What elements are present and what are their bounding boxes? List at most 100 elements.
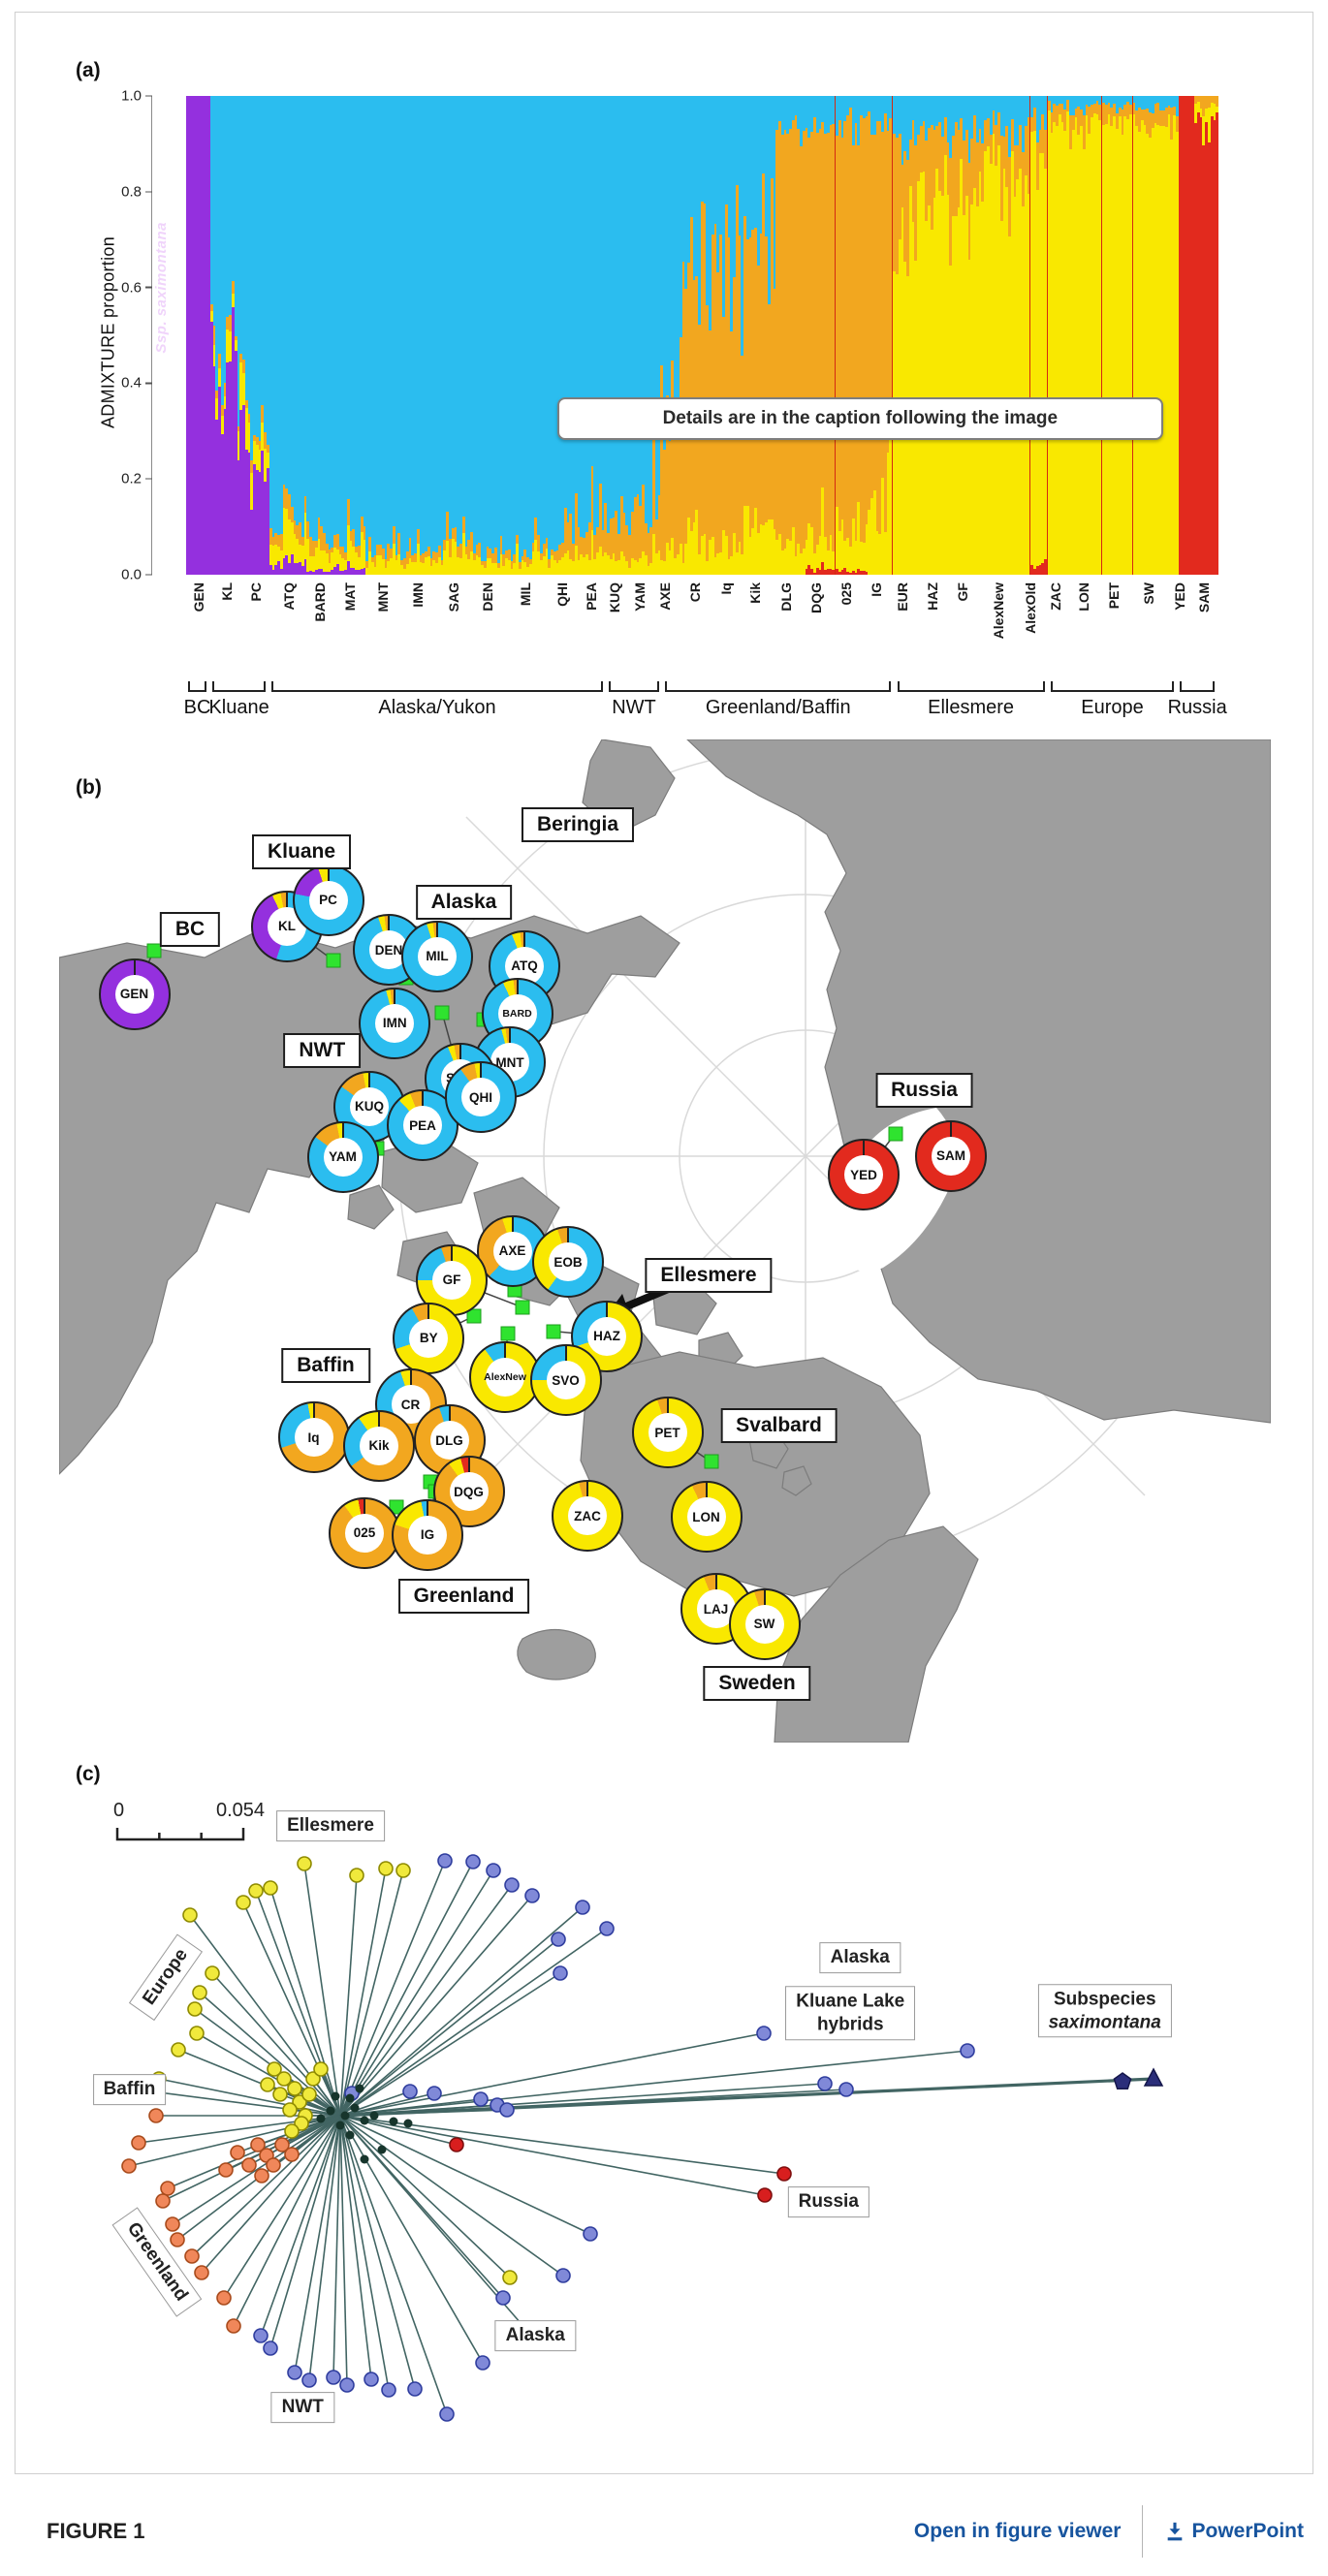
map-pie-SVO: SVO [529, 1344, 602, 1417]
pie-label-AlexNew: AlexNew [484, 1358, 526, 1398]
pie-label-GEN: GEN [114, 974, 154, 1014]
map-pie-QHI: QHI [445, 1061, 517, 1134]
x-label-LON: LON [1076, 582, 1092, 612]
sample-site-marker [546, 1324, 561, 1339]
population-bars-DLG [775, 96, 806, 575]
map-region-label-Ellesmere: Ellesmere [645, 1257, 773, 1293]
population-bars-Iq [719, 96, 744, 575]
x-label-AlexOld: AlexOld [1023, 582, 1039, 634]
powerpoint-download-link[interactable]: PowerPoint [1164, 2520, 1304, 2543]
population-bars-AlexOld [1030, 96, 1048, 575]
sample-site-marker [515, 1300, 529, 1315]
group-label-Greenland/Baffin: Greenland/Baffin [705, 697, 851, 718]
sample-site-marker [500, 1326, 515, 1341]
group-label-Russia: Russia [1167, 697, 1227, 718]
map-pie-GF: GF [416, 1243, 488, 1316]
x-label-MIL: MIL [517, 582, 533, 607]
pie-label-ZAC: ZAC [568, 1496, 607, 1536]
panel-b-tag: (b) [76, 776, 102, 799]
map-region-label-NWT: NWT [283, 1032, 362, 1068]
bracket-Russia [1180, 681, 1215, 692]
powerpoint-link-text: PowerPoint [1191, 2520, 1304, 2542]
x-label-SW: SW [1140, 582, 1156, 605]
sample-site-marker [434, 1005, 450, 1021]
x-label-MAT: MAT [342, 582, 359, 612]
map-pie-PC: PC [292, 864, 364, 936]
map-pie-IMN: IMN [359, 987, 431, 1059]
circumpolar-map: GENKLPCDENMILATQBARDMNTIMNSAGKUQPEAQHIYA… [59, 739, 1271, 1743]
pie-label-025: 025 [345, 1513, 384, 1553]
population-bars-MNT [365, 96, 401, 575]
map-pie-Kik: Kik [343, 1409, 415, 1482]
population-bars-YAM [639, 96, 661, 575]
pie-label-Kik: Kik [360, 1426, 398, 1465]
pie-label-YED: YED [844, 1155, 883, 1195]
group-label-NWT: NWT [612, 697, 656, 718]
net-label-baffin: Baffin [92, 2074, 167, 2106]
population-bars-IMN [400, 96, 444, 575]
group-label-Alaska/Yukon: Alaska/Yukon [378, 697, 496, 718]
population-bars-EUR [893, 96, 918, 575]
population-bars-Kik [743, 96, 776, 575]
x-label-KL: KL [218, 582, 235, 601]
map-pie-PEA: PEA [387, 1089, 458, 1162]
map-pie-LON: LON [670, 1481, 743, 1554]
pie-label-MNT: MNT [490, 1043, 529, 1083]
population-bars-ZAC [1047, 96, 1072, 575]
x-label-IMN: IMN [410, 582, 427, 608]
y-tick-1.0: 1.0 [121, 88, 152, 105]
footer-divider [1142, 2505, 1144, 2558]
population-bars-PC [237, 96, 269, 575]
population-bars-GEN [186, 96, 210, 575]
x-label-YAM: YAM [632, 582, 648, 612]
population-bars-HAZ [917, 96, 950, 575]
bracket-NWT [608, 681, 659, 692]
pie-label-MIL: MIL [418, 936, 457, 976]
map-region-label-Alaska: Alaska [415, 884, 513, 920]
x-label-SAG: SAG [445, 582, 461, 613]
splits-network-panel: 0 0.054 Ellesmere Alaska Europe Baffin Kluane… [59, 1738, 1271, 2474]
x-label-GEN: GEN [190, 582, 206, 613]
population-bars-YED [1178, 96, 1195, 575]
pie-label-IMN: IMN [375, 1003, 415, 1043]
x-label-YED: YED [1171, 582, 1187, 611]
x-label-HAZ: HAZ [924, 582, 940, 611]
panel-c-tag: (c) [76, 1763, 101, 1785]
figure-image: (a) ADMIXTURE proportion Ssp. saximontan… [15, 12, 1313, 2474]
population-bars-QHI [563, 96, 605, 575]
group-label-Ellesmere: Ellesmere [928, 697, 1015, 718]
map-region-label-Beringia: Beringia [521, 806, 635, 842]
open-figure-viewer-link[interactable]: Open in figure viewer [913, 2520, 1122, 2542]
population-bars-CR [681, 96, 720, 575]
map-pie-IG: IG [392, 1498, 463, 1571]
net-label-kluane-hybrids: Kluane Lake hybrids [785, 1986, 916, 2040]
figure-footer: FIGURE 1 Open in figure viewer PowerPoin… [15, 2493, 1313, 2570]
panel-a-tag: (a) [76, 59, 101, 81]
bracket-BC [188, 681, 206, 692]
map-region-label-Sweden: Sweden [703, 1665, 811, 1701]
map-region-label-Svalbard: Svalbard [720, 1407, 838, 1443]
population-bars-SAG [443, 96, 479, 575]
x-label-SAM: SAM [1196, 582, 1213, 613]
pie-label-QHI: QHI [461, 1078, 500, 1117]
map-pie-DQG: DQG [432, 1456, 505, 1528]
population-bars-DEN [478, 96, 519, 575]
download-icon [1168, 2522, 1183, 2541]
population-bars-PEA [604, 96, 620, 575]
map-pie-025: 025 [329, 1496, 400, 1569]
bracket-Alaska/Yukon [271, 681, 603, 692]
map-pie-GEN: GEN [98, 958, 171, 1030]
map-pie-MIL: MIL [401, 920, 473, 992]
sample-site-marker [146, 943, 161, 958]
landmasses [59, 739, 1271, 1743]
x-label-ATQ: ATQ [281, 582, 298, 611]
ssp-saximontana-label: Ssp. saximontana [153, 222, 170, 354]
net-label-alaska-bottom: Alaska [494, 2320, 576, 2351]
net-label-saximontana: Subspecies saximontana [1037, 1984, 1172, 2038]
net-label-ellesmere: Ellesmere [276, 1810, 385, 1842]
sample-site-marker [888, 1126, 902, 1142]
bracket-Kluane [212, 681, 266, 692]
y-tick-0.8: 0.8 [121, 183, 152, 200]
map-pie-Iq: Iq [277, 1401, 350, 1474]
